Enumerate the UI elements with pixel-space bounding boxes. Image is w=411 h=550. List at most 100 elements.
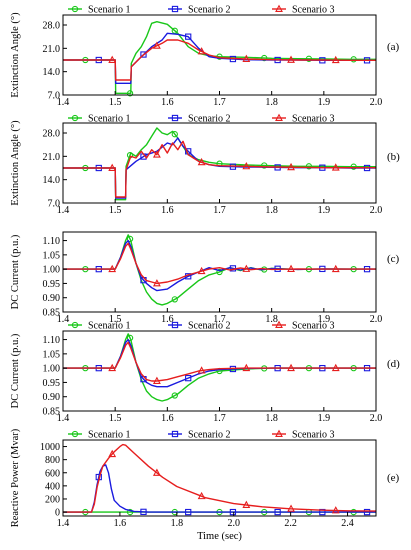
x-axis-label: Time (sec) <box>197 531 242 542</box>
x-tick-label: 1.8 <box>171 518 184 529</box>
y-tick-label: 0.90 <box>43 392 61 403</box>
panel-2: 1.4 1.5 1.6 1.7 1.8 1.9 2.0 7.0 14.0 21.0 28.0 Exti… <box>10 114 400 217</box>
series-marker-3 <box>197 266 206 275</box>
x-tick-label: 1.7 <box>213 97 226 108</box>
y-tick-label: 7.0 <box>48 91 61 102</box>
series-marker-3 <box>242 264 251 272</box>
series-marker-3 <box>242 161 251 170</box>
legend-entry: Scenario 1 <box>88 321 131 332</box>
panel-5: 1.4 1.6 1.8 2.0 2.2 2.4 0 200 400 600 800 1000 React… <box>10 428 400 542</box>
x-tick-label: 2.4 <box>341 518 354 529</box>
series-marker-3 <box>331 163 340 171</box>
y-tick-label: 1.10 <box>43 236 61 247</box>
legend-marker <box>71 430 79 438</box>
series-marker-3 <box>108 449 117 458</box>
series-marker-1 <box>350 56 357 63</box>
legend-marker <box>71 5 79 13</box>
panel-label: (e) <box>387 472 400 484</box>
legend: Scenario 1 Scenario 2 Scenario 3 <box>68 114 335 125</box>
series-line-3 <box>63 443 377 513</box>
series-marker-3 <box>108 363 117 372</box>
series-marker-3 <box>197 491 206 500</box>
series-marker-1 <box>126 90 134 97</box>
x-tick-label: 1.5 <box>109 314 122 325</box>
series-marker-3 <box>242 500 251 508</box>
y-tick-label: 21.0 <box>43 44 61 55</box>
y-axis-label: DC Current (p.u.) <box>10 333 21 408</box>
series-marker-3 <box>331 363 340 372</box>
legend-entry: Scenario 2 <box>188 321 231 332</box>
series-line-2 <box>63 464 376 513</box>
x-tick-label: 2.2 <box>284 518 297 529</box>
y-axis-label: Extinction Angle (°) <box>10 12 21 98</box>
series-line-3 <box>63 242 376 285</box>
series-marker-3 <box>152 41 161 49</box>
x-tick-label: 1.4 <box>57 413 70 424</box>
y-tick-label: 1.00 <box>43 364 61 375</box>
series-marker-1 <box>126 508 134 516</box>
series-marker-3 <box>197 47 206 55</box>
x-tick-label: 1.6 <box>161 314 174 325</box>
series-marker-1 <box>171 296 178 303</box>
x-tick-label: 1.9 <box>318 314 331 325</box>
x-tick-label: 1.8 <box>265 97 278 108</box>
x-tick-label: 1.8 <box>265 205 278 216</box>
series-marker-1 <box>216 268 223 276</box>
y-tick-label: 0.90 <box>43 293 61 304</box>
series-line-3 <box>63 140 376 198</box>
x-tick-label: 1.5 <box>109 413 122 424</box>
series-marker-3 <box>152 150 161 158</box>
series-marker-3 <box>197 366 206 374</box>
x-tick-label: 1.6 <box>161 413 174 424</box>
series-marker-1 <box>261 162 268 169</box>
y-tick-label: 0 <box>55 508 60 519</box>
x-tick-label: 2.0 <box>370 97 383 108</box>
legend-entry: Scenario 2 <box>188 5 231 16</box>
legend-entry: Scenario 1 <box>88 5 131 16</box>
x-tick-label: 1.9 <box>318 205 331 216</box>
series-line-2 <box>63 239 376 292</box>
series-marker-1 <box>171 392 178 399</box>
legend-entry: Scenario 2 <box>188 430 231 441</box>
y-tick-label: 0.85 <box>43 308 61 319</box>
y-tick-label: 1.00 <box>43 265 61 276</box>
x-tick-label: 1.6 <box>161 205 174 216</box>
y-axis-label: Extinction Angle (°) <box>10 120 21 206</box>
series-marker-1 <box>126 235 134 243</box>
series-marker-3 <box>287 55 295 63</box>
x-tick-label: 2.0 <box>227 518 240 529</box>
legend-marker <box>171 430 179 438</box>
panel-3: 1.4 1.5 1.6 1.7 1.8 1.9 2.0 0.85 0.90 0.95 1.00 1.0… <box>10 231 400 325</box>
legend-marker <box>275 429 283 437</box>
y-tick-label: 0.95 <box>43 279 61 290</box>
series-marker-3 <box>287 264 295 272</box>
x-tick-label: 1.4 <box>57 314 70 325</box>
legend-marker <box>275 4 283 12</box>
series-marker-1 <box>171 131 178 138</box>
series-marker-3 <box>108 55 117 63</box>
series-marker-3 <box>108 264 117 273</box>
series-marker-2 <box>274 508 281 516</box>
series-marker-3 <box>331 264 340 273</box>
panel-label: (c) <box>387 253 400 265</box>
series-marker-2 <box>185 508 192 516</box>
legend: Scenario 1 Scenario 2 Scenario 3 <box>68 5 335 16</box>
series-marker-3 <box>287 162 295 171</box>
x-tick-label: 1.8 <box>265 314 278 325</box>
x-tick-label: 1.7 <box>213 413 226 424</box>
x-tick-label: 1.5 <box>109 205 122 216</box>
series-line-1 <box>63 127 376 201</box>
series-marker-3 <box>197 157 206 166</box>
legend-marker <box>71 321 79 329</box>
y-tick-label: 14.0 <box>43 67 61 78</box>
y-tick-label: 200 <box>45 494 60 505</box>
y-tick-label: 1000 <box>40 442 60 453</box>
y-tick-label: 800 <box>45 455 60 466</box>
series-marker-2 <box>185 374 192 382</box>
y-tick-label: 600 <box>45 468 60 479</box>
y-tick-label: 1.05 <box>43 250 61 261</box>
x-tick-label: 1.4 <box>57 205 70 216</box>
x-tick-label: 2.0 <box>370 314 383 325</box>
legend: Scenario 1 Scenario 2 Scenario 3 <box>68 430 335 441</box>
